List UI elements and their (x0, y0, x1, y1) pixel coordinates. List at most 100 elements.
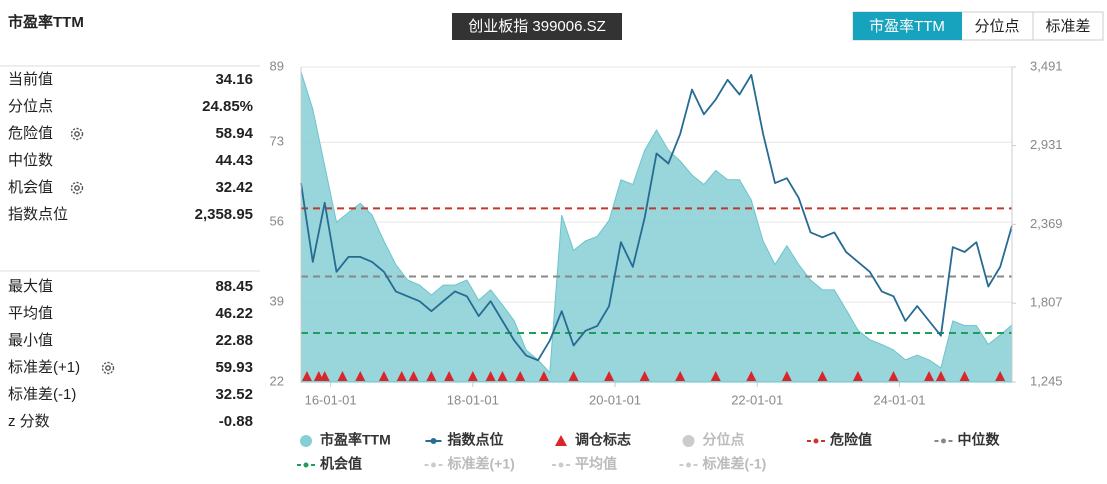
legend-label: 机会值 (320, 456, 362, 472)
stat-label: 最大值 (8, 278, 53, 295)
stat-label: 机会值 (8, 179, 53, 196)
settings-icon[interactable] (70, 181, 84, 195)
legend-label: 危险值 (829, 432, 872, 448)
y2-tick-label: 1,245 (1030, 373, 1063, 388)
index-line (300, 74, 1013, 362)
stat-label: 平均值 (8, 305, 53, 322)
rebalance-marker (604, 371, 615, 381)
tab[interactable]: 市盈率TTM (869, 18, 945, 35)
rebalance-marker (959, 371, 970, 381)
rebalance-marker (568, 371, 579, 381)
stats-panel: 当前值 34.16 分位点 24.85% 危险值 58.94 中位数 44.43… (8, 71, 254, 430)
rebalance-marker (355, 371, 366, 381)
index-badge (452, 13, 622, 40)
legend-item[interactable]: 指数点位 (425, 432, 504, 448)
legend-symbol (813, 438, 819, 444)
tab[interactable]: 分位点 (974, 18, 1019, 35)
tab[interactable]: 标准差 (1045, 18, 1090, 35)
rebalance-marker (710, 371, 721, 381)
legend-symbol (303, 462, 309, 468)
legend-item[interactable]: 中位数 (934, 432, 1001, 448)
y2-tick-label: 1,807 (1030, 295, 1063, 310)
stat-value: 44.43 (215, 152, 253, 169)
rebalance-marker (746, 371, 757, 381)
rebalance-marker (995, 371, 1006, 381)
x-tick-label: 20-01-01 (589, 392, 641, 407)
stat-label: 最小值 (8, 332, 53, 349)
legend-symbol (431, 462, 436, 468)
x-tick-label: 24-01-01 (873, 392, 925, 407)
legend-label: 市盈率TTM (320, 432, 391, 448)
y2-tick-label: 3,491 (1030, 58, 1063, 73)
rebalance-marker (852, 371, 863, 381)
legend-label: 中位数 (958, 432, 1001, 448)
legend-item[interactable]: 分位点 (682, 432, 745, 448)
stat-label: 标准差(+1) (8, 359, 80, 376)
legend-item[interactable]: 标准差(+1) (424, 456, 515, 472)
rebalance-marker (337, 371, 348, 381)
rebalance-marker (935, 371, 946, 381)
stat-value: 34.16 (215, 71, 253, 88)
rebalance-marker (444, 371, 455, 381)
stat-label: 标准差(-1) (8, 386, 76, 403)
y-tick-label: 73 (270, 134, 284, 149)
page-title: 市盈率TTM (8, 13, 84, 31)
y2-tick-label: 2,931 (1030, 137, 1063, 152)
rebalance-marker (467, 371, 478, 381)
legend-item[interactable]: 平均值 (552, 456, 617, 472)
stat-value: 58.94 (215, 125, 253, 142)
x-tick-label: 22-01-01 (731, 392, 783, 407)
legend-label: 标准差(+1) (447, 456, 515, 472)
legend-item[interactable]: 调仓标志 (555, 432, 631, 448)
rebalance-marker (378, 371, 389, 381)
stat-label: 分位点 (8, 98, 53, 115)
rebalance-marker (497, 371, 508, 381)
legend-item[interactable]: 标准差(-1) (679, 456, 767, 472)
legend-label: 标准差(-1) (702, 456, 767, 472)
tab-active[interactable] (853, 12, 962, 40)
y-tick-label: 89 (270, 58, 284, 73)
rebalance-marker (817, 371, 828, 381)
rebalance-marker (396, 371, 407, 381)
rebalance-marker (675, 371, 686, 381)
rebalance-marker (781, 371, 792, 381)
y-tick-label: 56 (270, 214, 284, 229)
legend-symbol (430, 438, 437, 444)
legend-label: 调仓标志 (575, 432, 631, 448)
rebalance-marker (319, 371, 330, 381)
stat-value: 46.22 (215, 305, 253, 322)
rebalance-marker (924, 371, 935, 381)
x-tick-label: 18-01-01 (447, 392, 499, 407)
rebalance-marker (515, 371, 526, 381)
legend-symbol (941, 438, 946, 444)
pe-area (300, 71, 1013, 383)
stat-label: 当前值 (8, 71, 53, 88)
legend-label: 分位点 (703, 432, 745, 448)
legend-symbol (555, 435, 567, 446)
legend-item[interactable]: 危险值 (807, 432, 872, 448)
settings-icon[interactable] (70, 127, 84, 141)
settings-icon[interactable] (101, 361, 115, 375)
legend-symbol (558, 462, 564, 468)
legend-item[interactable]: 机会值 (297, 456, 362, 472)
rebalance-marker (408, 371, 419, 381)
rebalance-marker (888, 371, 899, 381)
x-tick-label: 16-01-01 (305, 392, 357, 407)
legend-label: 平均值 (575, 456, 617, 472)
legend-item[interactable]: 市盈率TTM (300, 432, 391, 448)
stat-label: z 分数 (8, 413, 50, 430)
stat-label: 危险值 (8, 125, 53, 142)
stat-value: 24.85% (202, 98, 253, 115)
y2-tick-label: 2,369 (1030, 216, 1063, 231)
rebalance-marker (639, 371, 650, 381)
stat-value: 32.52 (215, 386, 253, 403)
rebalance-marker (485, 371, 496, 381)
stat-value: 2,358.95 (195, 206, 253, 223)
legend-label: 指数点位 (448, 432, 504, 448)
legend-symbol (300, 435, 312, 447)
stat-value: 59.93 (215, 359, 253, 376)
index-label: 创业板指 399006.SZ (468, 17, 606, 35)
legend-symbol (682, 435, 695, 447)
rebalance-marker (301, 371, 312, 381)
